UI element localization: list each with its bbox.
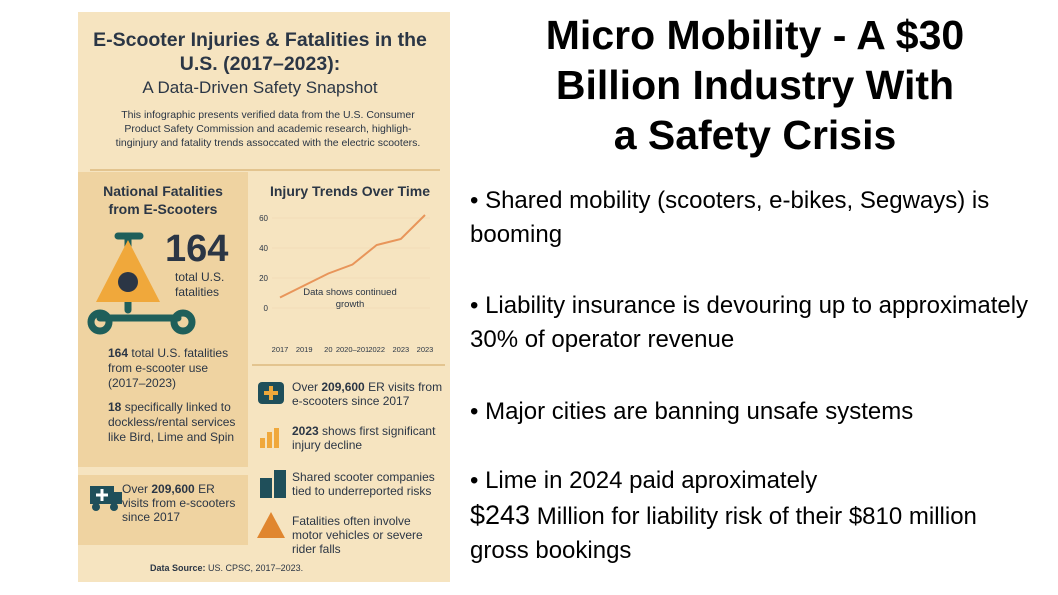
stat: Over 209,600 ER visits from e-scooters s… (292, 380, 447, 408)
stat-bold: 2023 (292, 424, 319, 438)
section-heading: Injury Trends Over Time (269, 183, 431, 199)
x-tick-label: 2019 (296, 345, 313, 354)
er-visits: Over 209,600 ER visits from e-scooters s… (122, 482, 244, 524)
stat-bold: 209,600 (321, 380, 365, 394)
warning-triangle (96, 240, 160, 302)
stat-pre: Over (292, 380, 322, 394)
infographic-title: E-Scooter Injuries & Fatalities in the U… (93, 29, 427, 75)
infographic-intro: This infographic presents verified data … (115, 109, 421, 149)
fact: 18 specifically linked to dockless/renta… (108, 400, 240, 445)
x-tick-label: 2022 (368, 345, 385, 354)
x-tick-label: 2023 (417, 345, 434, 354)
bullet-amount: $243 (470, 500, 531, 530)
stat-bold: 209,600 (151, 482, 195, 496)
fact: 164 total U.S. fatalities from e-scooter… (108, 346, 240, 391)
bullet: • Shared mobility (scooters, e-bikes, Se… (470, 187, 990, 248)
trend-line (279, 214, 426, 299)
source: Data Source: US. CPSC, 2017–2023. (150, 563, 303, 573)
fact-text: specifically linked to dockless/rental s… (108, 400, 236, 444)
bullet-text: Million for liability risk of their $810… (470, 503, 977, 564)
stat-text: ER visits from e-scooters since 2017 (122, 482, 236, 524)
bullet: • Major cities are banning unsafe system… (470, 398, 914, 425)
bullet: • Liability insurance is devouring up to… (470, 292, 1029, 353)
fact-bold: 164 (108, 346, 129, 360)
chart-note: Data shows continued growth (303, 287, 397, 310)
source-label: Data Source: (150, 563, 206, 573)
building-icon (260, 470, 286, 498)
x-tick-label: 2020–201 (336, 345, 369, 354)
x-tick-label: 2017 (272, 345, 289, 354)
ambulance-icon (90, 486, 122, 511)
stat: 2023 shows first significant injury decl… (292, 424, 442, 452)
alert-icon (257, 512, 285, 538)
title-line: Micro Mobility - A $30 (545, 12, 965, 58)
y-tick-label: 60 (259, 214, 268, 223)
stat: Shared scooter companies tied to underre… (292, 470, 435, 498)
infographic-subtitle: A Data-Driven Safety Snapshot (142, 78, 378, 97)
fact-bold: 18 (108, 400, 122, 414)
bullet: • Lime in 2024 paid aproximately $243 Mil… (470, 464, 1030, 568)
chart-icon (260, 428, 279, 448)
section-heading: National Fatalities from E-Scooters (103, 183, 223, 217)
title-line: Billion Industry With (555, 62, 955, 108)
stat-pre: Over (122, 482, 152, 496)
fatalities-caption: total U.S. fatalities (175, 270, 225, 299)
y-tick-label: 0 (264, 304, 269, 313)
stat-text: shows first significant injury decline (292, 424, 436, 452)
medkit-cross (264, 386, 278, 400)
y-tick-label: 40 (259, 244, 268, 253)
stat: Fatalities often involve motor vehicles … (292, 514, 423, 556)
slide-title: Micro Mobility - A $30 Billion Industry … (470, 10, 1040, 160)
title-line: a Safety Crisis (613, 112, 897, 158)
y-tick-label: 20 (259, 274, 268, 283)
x-tick-label: 20 (324, 345, 332, 354)
stat-text: ER visits from e-scooters since 2017 (292, 380, 443, 408)
bullet-text: • Lime in 2024 paid aproximately (470, 467, 818, 494)
x-tick-label: 2023 (392, 345, 409, 354)
fact-text: total U.S. fatalities from e-scooter use… (108, 346, 229, 390)
source-text: US. CPSC, 2017–2023. (205, 563, 304, 573)
skull (118, 272, 138, 292)
fatalities-number: 164 (165, 228, 229, 270)
